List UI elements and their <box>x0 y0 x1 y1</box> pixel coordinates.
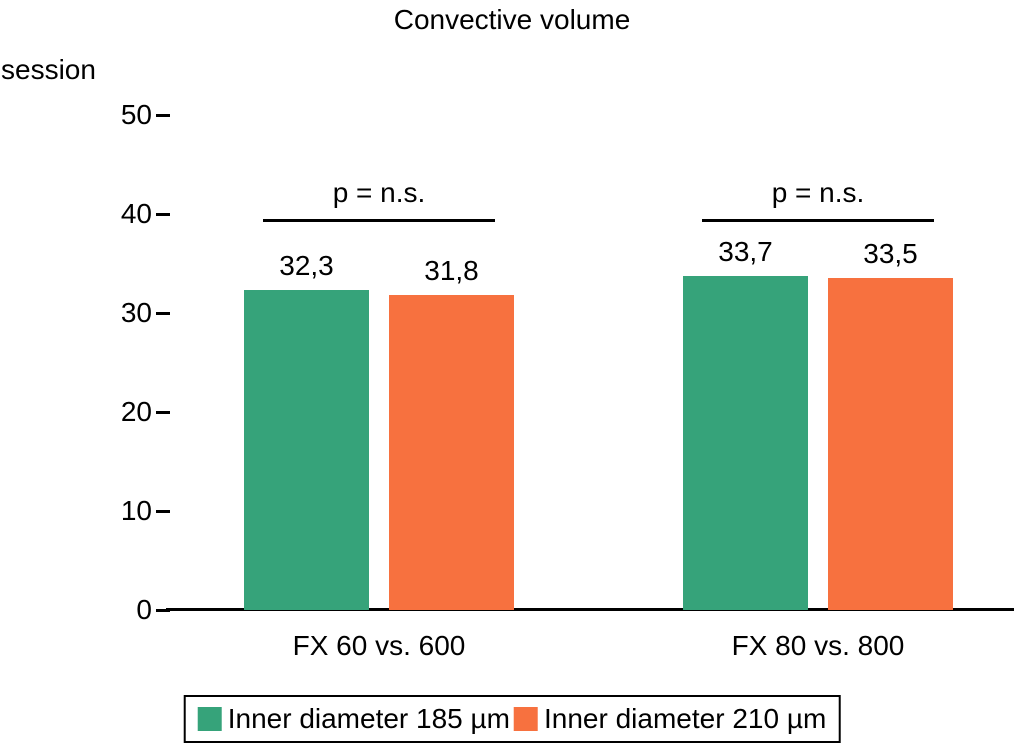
bar-value-label: 33,5 <box>863 238 918 270</box>
bar-g1-s0 <box>683 276 808 610</box>
significance-line <box>263 219 495 222</box>
y-axis-tick <box>156 113 170 117</box>
y-axis-tick <box>156 509 170 513</box>
significance-text: p = n.s. <box>332 177 426 208</box>
legend-label: Inner diameter 185 µm <box>227 703 510 734</box>
legend: Inner diameter 185 µm Inner diameter 210… <box>183 695 841 743</box>
bar-g1-s1 <box>828 278 953 610</box>
y-axis-tick-label: 40 <box>120 198 152 229</box>
significance-line <box>702 219 934 222</box>
y-axis-tick <box>156 608 170 612</box>
y-axis-tick-label: 30 <box>120 297 152 328</box>
legend-item: Inner diameter 210 µm <box>514 705 826 733</box>
x-category-label: FX 60 vs. 600 <box>292 630 466 661</box>
chart-title: Convective volume <box>393 4 631 35</box>
bar-value-label: 32,3 <box>279 250 334 282</box>
legend-swatch-green <box>197 707 222 731</box>
x-category-label: FX 80 vs. 800 <box>731 630 905 661</box>
legend-swatch-orange <box>514 707 538 731</box>
legend-item: Inner diameter 185 µm <box>197 703 510 734</box>
y-axis-tick <box>156 212 170 216</box>
bar-value-label: 31,8 <box>424 255 479 287</box>
y-axis-tick <box>156 311 170 315</box>
y-axis-tick <box>156 410 170 414</box>
legend-label: Inner diameter 210 µm <box>544 703 827 734</box>
significance-text: p = n.s. <box>771 177 865 208</box>
y-axis-tick-label: 50 <box>120 99 152 130</box>
y-axis-tick-label: 10 <box>120 495 152 526</box>
plot-area: 0 10 20 30 40 50 32,3 31,8 FX 60 vs. 600 p = n.s.… <box>121 101 1014 660</box>
bar-value-label: 33,7 <box>718 236 773 268</box>
y-axis-label: session <box>1 54 96 85</box>
bar-g0-s1 <box>389 295 514 610</box>
x-axis-line <box>166 608 1014 611</box>
bar-g0-s0 <box>244 290 369 610</box>
y-axis-tick-label: 0 <box>136 594 152 625</box>
y-axis-tick-label: 20 <box>120 396 152 427</box>
